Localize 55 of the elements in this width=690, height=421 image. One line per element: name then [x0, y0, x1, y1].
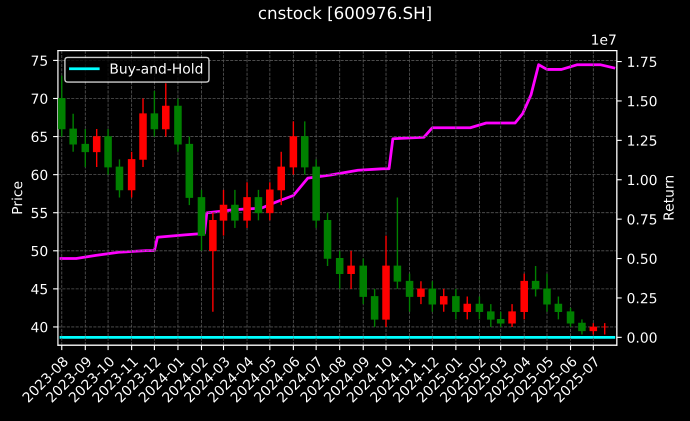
- candlestick: [394, 196, 402, 290]
- y-tick-label: 65: [32, 132, 48, 142]
- y2-tick-label: 1.00: [628, 174, 657, 186]
- candlestick: [243, 182, 251, 229]
- y2-tick-label: 0.50: [628, 254, 657, 264]
- y2-axis-title: Return: [663, 176, 674, 220]
- candlestick: [116, 158, 124, 198]
- y2-tick-label: 0.00: [628, 332, 657, 343]
- candlestick: [347, 250, 355, 290]
- candlestick: [600, 322, 608, 336]
- candlestick: [417, 280, 425, 305]
- y2-tick-label: 1.50: [628, 96, 657, 106]
- candlestick: [406, 272, 414, 312]
- legend-label: Buy-and-Hold: [110, 63, 202, 76]
- candlestick: [452, 288, 460, 320]
- y-tick-label: 55: [32, 208, 48, 218]
- candlestick: [496, 311, 504, 328]
- candlestick: [82, 128, 90, 168]
- candlestick: [336, 250, 344, 290]
- candlestick: [463, 296, 472, 320]
- candlestick: [150, 90, 158, 138]
- candlestick: [566, 307, 574, 328]
- text: 1e7: [592, 34, 616, 45]
- candlestick: [554, 296, 562, 320]
- candlestick: [440, 288, 448, 312]
- y2-tick-label: 1.25: [628, 135, 656, 146]
- y-tick-label: 60: [32, 170, 48, 180]
- y-axis-title: Price: [12, 182, 22, 214]
- candlestick: [162, 82, 170, 138]
- candlestick: [370, 288, 378, 328]
- y2-tick-label: 0.25: [628, 292, 656, 304]
- candlestick: [532, 265, 540, 298]
- candlestick: [487, 303, 495, 328]
- candlestick: [590, 322, 598, 336]
- y-tick-label: 40: [31, 322, 48, 332]
- y2-tick-label: 1.75: [628, 56, 656, 68]
- candlestick: [220, 189, 228, 236]
- y-tick-label: 45: [31, 284, 48, 294]
- y-tick-label: 50: [32, 246, 48, 256]
- y-tick-label: 75: [32, 56, 48, 66]
- candlestick: [578, 318, 586, 336]
- candlestick: [508, 303, 516, 328]
- candlestick: [266, 182, 274, 222]
- y2-tick-label: 0.75: [628, 214, 656, 225]
- candlestick: [69, 113, 77, 152]
- candlestick: [428, 280, 436, 312]
- candlestick: [543, 272, 551, 312]
- chart-title: cnstock [600976.SH]: [258, 6, 431, 22]
- candlestick: [277, 151, 285, 206]
- candlestick: [231, 189, 239, 229]
- y-tick-label: 70: [32, 93, 48, 104]
- candlestick: [92, 128, 100, 168]
- line-series: [60, 63, 616, 260]
- candlestick: [254, 189, 262, 222]
- candlestick: [476, 296, 484, 320]
